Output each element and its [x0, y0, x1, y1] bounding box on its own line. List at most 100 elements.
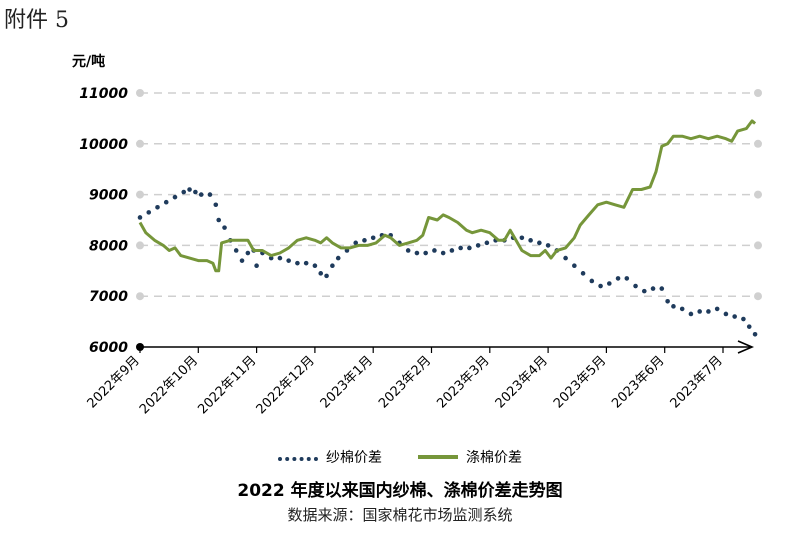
data-point-cotton-yarn: [286, 258, 291, 263]
data-point-cotton-yarn: [353, 240, 359, 246]
data-point-cotton-yarn: [432, 248, 437, 253]
x-tick-label: 2022年12月: [254, 353, 318, 417]
grid-endpoint-left: [136, 292, 144, 301]
y-tick-label: 9000: [89, 188, 128, 204]
grid-endpoint-left: [136, 89, 144, 97]
legend-label-polyester-cotton: 涤棉价差: [466, 450, 522, 466]
data-point-cotton-yarn: [198, 192, 204, 197]
data-point-cotton-yarn: [324, 273, 329, 279]
data-point-cotton-yarn: [458, 245, 463, 251]
x-tick-label: 2023年6月: [609, 353, 667, 411]
data-point-cotton-yarn: [545, 243, 551, 248]
data-point-cotton-yarn: [475, 243, 481, 248]
data-point-cotton-yarn: [624, 276, 630, 281]
y-tick-label: 11000: [79, 86, 128, 102]
y-tick-label: 10000: [79, 137, 128, 153]
data-point-cotton-yarn: [615, 276, 621, 281]
x-tick-label: 2023年5月: [551, 353, 609, 411]
data-point-cotton-yarn: [163, 199, 169, 205]
data-point-cotton-yarn: [216, 217, 222, 223]
data-point-cotton-yarn: [181, 189, 187, 195]
data-point-cotton-yarn: [732, 314, 737, 319]
data-point-cotton-yarn: [741, 316, 746, 322]
data-point-cotton-yarn: [484, 240, 490, 246]
data-point-cotton-yarn: [254, 263, 259, 269]
grid-endpoint-left: [136, 190, 144, 199]
data-point-cotton-yarn: [312, 263, 318, 269]
x-tick-label: 2022年10月: [137, 353, 201, 417]
data-point-cotton-yarn: [671, 304, 676, 309]
data-point-cotton-yarn: [723, 311, 729, 317]
data-point-cotton-yarn: [572, 263, 577, 269]
data-point-cotton-yarn: [245, 250, 251, 256]
data-point-cotton-yarn: [370, 235, 376, 241]
data-point-cotton-yarn: [233, 248, 239, 253]
x-tick-label: 2023年1月: [318, 353, 376, 411]
y-axis-unit-label: 元/吨: [72, 53, 105, 70]
data-point-cotton-yarn: [268, 255, 274, 261]
data-point-cotton-yarn: [295, 260, 300, 266]
data-point-cotton-yarn: [137, 215, 143, 220]
grid-endpoint-right: [754, 190, 762, 199]
data-point-cotton-yarn: [467, 245, 472, 251]
data-point-cotton-yarn: [528, 238, 533, 243]
data-point-cotton-yarn: [449, 248, 455, 253]
data-point-cotton-yarn: [746, 324, 752, 329]
x-axis-arrow: [737, 340, 755, 354]
data-point-cotton-yarn: [330, 263, 335, 269]
data-point-cotton-yarn: [589, 278, 595, 284]
data-point-cotton-yarn: [277, 255, 283, 261]
data-point-cotton-yarn: [537, 240, 542, 246]
legend-swatch-solid: [418, 455, 458, 459]
data-point-cotton-yarn: [688, 311, 694, 317]
grid-endpoint-right: [754, 89, 762, 97]
x-tick-label: 2023年3月: [434, 353, 492, 411]
legend-label-cotton-yarn: 纱棉价差: [326, 450, 382, 466]
grid-endpoint-left: [136, 241, 144, 250]
data-point-cotton-yarn: [414, 250, 420, 256]
y-tick-label: 8000: [89, 238, 128, 254]
data-point-cotton-yarn: [303, 260, 309, 266]
x-tick-label: 2023年2月: [376, 353, 434, 411]
grid-endpoint-right: [754, 241, 762, 250]
data-point-cotton-yarn: [187, 187, 192, 192]
data-point-cotton-yarn: [598, 283, 603, 289]
data-point-cotton-yarn: [650, 286, 656, 291]
data-point-cotton-yarn: [213, 202, 219, 208]
data-point-cotton-yarn: [706, 309, 711, 314]
data-point-cotton-yarn: [659, 286, 665, 291]
data-point-cotton-yarn: [335, 255, 341, 261]
data-point-cotton-yarn: [714, 306, 720, 312]
data-point-cotton-yarn: [423, 250, 428, 256]
legend-swatch-dotted: [278, 453, 318, 461]
data-point-cotton-yarn: [239, 258, 245, 263]
data-point-cotton-yarn: [440, 250, 446, 256]
data-point-cotton-yarn: [362, 238, 367, 243]
chart-source: 数据来源：国家棉花市场监测系统: [287, 506, 513, 524]
x-tick-label: 2022年9月: [85, 353, 143, 411]
data-point-cotton-yarn: [155, 205, 160, 210]
line-chart: 元/吨600070008000900010000110002022年9月2022…: [72, 53, 762, 417]
data-point-cotton-yarn: [633, 283, 638, 289]
data-point-cotton-yarn: [697, 309, 702, 314]
legend-item-polyester-cotton: 涤棉价差: [418, 447, 522, 467]
x-tick-label: 2022年11月: [195, 353, 259, 417]
data-point-cotton-yarn: [580, 271, 586, 276]
data-point-cotton-yarn: [665, 298, 670, 304]
data-point-cotton-yarn: [519, 235, 525, 241]
grid-endpoint-left: [136, 139, 144, 148]
data-point-cotton-yarn: [607, 281, 612, 286]
grid-endpoint-right: [754, 292, 762, 301]
data-point-cotton-yarn: [641, 288, 647, 294]
x-tick-label: 2023年7月: [668, 353, 726, 411]
y-tick-label: 7000: [89, 289, 128, 305]
data-point-cotton-yarn: [146, 210, 152, 215]
legend-item-cotton-yarn: 纱棉价差: [278, 447, 382, 467]
data-point-cotton-yarn: [207, 192, 213, 197]
x-tick-label: 2023年4月: [493, 353, 551, 411]
y-tick-label: 6000: [89, 340, 128, 356]
data-point-cotton-yarn: [193, 189, 198, 195]
data-point-cotton-yarn: [172, 194, 178, 200]
data-point-cotton-yarn: [752, 332, 758, 337]
data-point-cotton-yarn: [318, 271, 324, 276]
